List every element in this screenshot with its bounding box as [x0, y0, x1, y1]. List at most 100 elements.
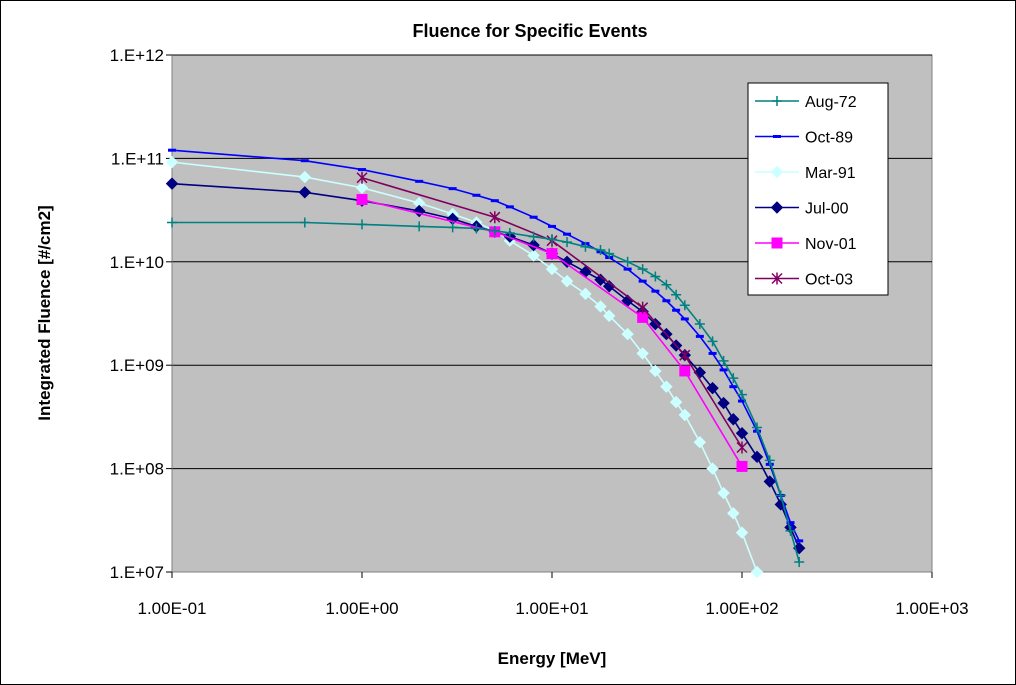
data-point-jul-00	[165, 177, 179, 190]
data-point-nov-01	[637, 311, 649, 323]
data-point-jul-00	[735, 426, 749, 440]
legend-item-oct-03: Oct-03	[755, 272, 853, 289]
legend-label-aug-72: Aug-72	[805, 94, 857, 111]
legend-label-mar-91: Mar-91	[805, 165, 856, 182]
data-point-jul-00	[717, 396, 730, 410]
data-point-nov-01	[356, 194, 368, 206]
data-point-aug-72	[650, 271, 661, 282]
data-point-aug-72	[167, 217, 177, 228]
data-point-aug-72	[604, 248, 615, 259]
data-point-aug-72	[752, 422, 763, 433]
data-point-mar-91	[527, 249, 540, 262]
data-point-aug-72	[679, 300, 690, 311]
data-point-mar-91	[660, 380, 673, 393]
data-point-mar-91	[706, 462, 719, 475]
x-tick-label: 1.00E+02	[705, 599, 778, 618]
y-tick-label: 1.E+09	[110, 356, 164, 375]
data-point-aug-72	[661, 279, 672, 290]
data-point-nov-01	[546, 248, 558, 260]
legend-item-oct-89: Oct-89	[755, 130, 853, 147]
data-point-aug-72	[671, 289, 682, 300]
data-point-aug-72	[637, 264, 648, 275]
data-point-aug-72	[764, 455, 775, 466]
legend-label-jul-00: Jul-00	[805, 201, 849, 218]
data-point-mar-91	[545, 262, 559, 276]
data-point-aug-72	[357, 219, 367, 230]
data-point-jul-00	[649, 317, 662, 331]
x-axis-label: Energy [MeV]	[498, 649, 607, 668]
series-aug-72	[167, 217, 805, 567]
x-tick-label: 1.00E+01	[515, 599, 588, 618]
data-point-jul-00	[560, 255, 574, 269]
data-point-aug-72	[447, 222, 458, 233]
data-point-aug-72	[528, 231, 539, 242]
data-point-aug-72	[728, 373, 739, 384]
data-point-aug-72	[562, 237, 573, 248]
legend-item-aug-72: Aug-72	[755, 94, 857, 111]
data-point-jul-00	[774, 498, 787, 511]
y-tick-label: 1.E+12	[110, 46, 164, 65]
data-point-aug-72	[595, 245, 606, 256]
data-point-oct-03	[356, 171, 368, 184]
x-tick-label: 1.00E+00	[325, 599, 398, 618]
data-point-oct-03	[736, 441, 748, 454]
data-point-mar-91	[735, 526, 749, 539]
data-point-aug-72	[489, 225, 500, 236]
y-tick-label: 1.E+07	[110, 563, 164, 582]
legend-marker-mar-91	[770, 165, 784, 179]
data-point-jul-00	[706, 381, 719, 395]
y-axis-label: Integrated Fluence [#/cm2]	[35, 205, 54, 420]
data-point-aug-72	[794, 556, 805, 567]
data-point-mar-91	[560, 274, 574, 288]
legend-marker-aug-72	[772, 96, 782, 106]
data-point-mar-91	[678, 408, 692, 422]
y-tick-label: 1.E+11	[111, 149, 164, 168]
legend-marker-oct-03	[771, 272, 783, 285]
series-line-nov-01	[361, 198, 743, 467]
data-point-mar-91	[298, 170, 312, 184]
data-point-aug-72	[471, 223, 482, 234]
legend-label-oct-89: Oct-89	[805, 130, 853, 147]
data-point-mar-91	[355, 181, 369, 194]
data-point-aug-72	[580, 241, 591, 252]
data-point-aug-72	[718, 355, 729, 366]
data-point-jul-00	[727, 413, 740, 426]
data-point-nov-01	[736, 460, 748, 472]
data-point-aug-72	[414, 221, 425, 232]
data-point-mar-91	[621, 327, 634, 341]
data-point-aug-72	[707, 336, 718, 347]
legend-item-jul-00: Jul-00	[755, 201, 849, 218]
data-point-aug-72	[547, 234, 557, 245]
series-layer	[165, 148, 806, 579]
data-point-jul-00	[763, 475, 776, 488]
data-point-jul-00	[602, 280, 616, 293]
legend: Aug-72 Oct-89 Mar-91 Jul-00 Nov-01 Oct-03	[747, 82, 889, 296]
x-tick-label: 1.00E+03	[895, 599, 968, 618]
data-point-jul-00	[412, 204, 426, 218]
axes: 1.E+07 1.E+08 1.E+09 1.E+10 1.E+11 1.E+12 1.00…	[110, 46, 969, 618]
data-point-aug-72	[504, 227, 515, 238]
x-tick-label: 1.00E-01	[138, 599, 207, 618]
data-point-oct-03	[637, 301, 649, 314]
chart-title: Fluence for Specific Events	[412, 21, 647, 41]
legend-item-mar-91: Mar-91	[755, 165, 856, 182]
data-point-mar-91	[649, 364, 662, 378]
y-tick-label: 1.E+08	[110, 460, 164, 479]
legend-label-nov-01: Nov-01	[805, 236, 857, 253]
data-point-oct-03	[679, 349, 691, 362]
data-point-mar-91	[717, 486, 730, 500]
legend-item-nov-01: Nov-01	[755, 236, 857, 253]
data-point-mar-91	[636, 347, 649, 360]
data-point-mar-91	[165, 155, 179, 169]
legend-label-oct-03: Oct-03	[805, 272, 853, 289]
series-line-oct-03	[361, 176, 743, 448]
legend-box	[747, 82, 889, 296]
data-point-mar-91	[693, 435, 707, 449]
data-point-aug-72	[775, 490, 786, 501]
data-point-aug-72	[694, 319, 705, 330]
data-point-jul-00	[594, 273, 607, 286]
data-point-mar-91	[727, 507, 740, 520]
data-point-mar-91	[602, 309, 616, 323]
data-point-aug-72	[622, 256, 633, 267]
